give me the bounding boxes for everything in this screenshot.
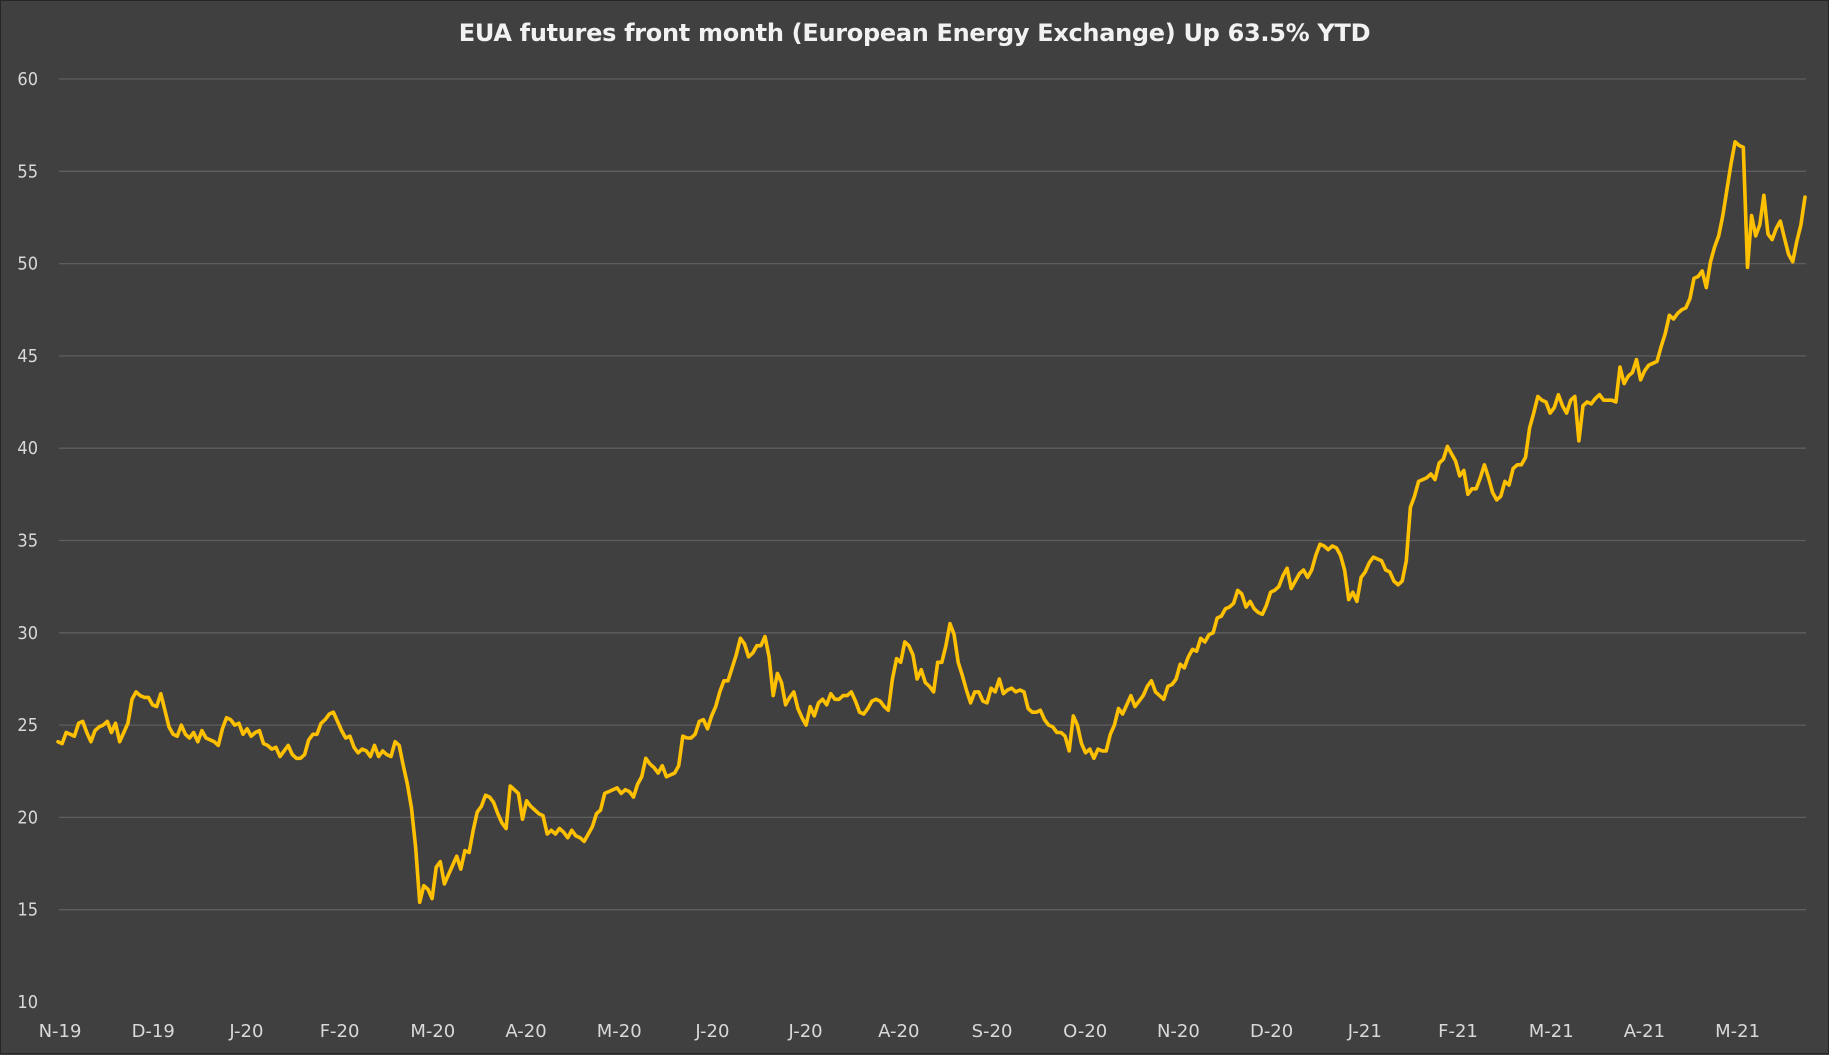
x-tick-label: J-20	[228, 1021, 263, 1042]
x-tick-label: O-20	[1063, 1021, 1107, 1042]
series-line	[56, 140, 1807, 905]
x-tick-label: J-20	[788, 1021, 823, 1042]
x-axis-ticks: N-19 D-19 J-20 F-20 M-20 A-20 M-20 J-20 J-20 A-20…	[39, 1021, 1761, 1042]
x-tick-label: A-20	[505, 1021, 546, 1042]
y-tick-label: 35	[17, 531, 38, 552]
x-tick-label: D-20	[1250, 1021, 1293, 1042]
x-tick-label: F-21	[1438, 1021, 1478, 1042]
x-tick-label: A-20	[878, 1021, 919, 1042]
y-tick-label: 30	[17, 623, 38, 644]
y-tick-label: 50	[17, 254, 38, 275]
y-axis-ticks: 10 15 20 25 30 35 40 45 50 55 60	[17, 69, 38, 1013]
x-tick-label: S-20	[972, 1021, 1013, 1042]
x-tick-label: M-20	[597, 1021, 642, 1042]
x-tick-label: F-20	[320, 1021, 360, 1042]
x-tick-label: N-20	[1157, 1021, 1200, 1042]
x-tick-label: N-19	[39, 1021, 82, 1042]
y-tick-label: 40	[17, 438, 38, 459]
chart-title: EUA futures front month (European Energy…	[458, 19, 1371, 47]
x-tick-label: J-20	[694, 1021, 729, 1042]
y-tick-label: 45	[17, 346, 38, 367]
x-tick-label: J-21	[1347, 1021, 1382, 1042]
y-tick-label: 55	[17, 161, 38, 182]
y-tick-label: 20	[17, 807, 38, 828]
x-tick-label: M-21	[1715, 1021, 1760, 1042]
y-tick-label: 15	[17, 900, 38, 921]
x-tick-label: A-21	[1624, 1021, 1665, 1042]
y-tick-label: 25	[17, 715, 38, 736]
x-tick-label: D-19	[132, 1021, 175, 1042]
gridlines	[59, 78, 1806, 911]
x-tick-label: M-20	[410, 1021, 455, 1042]
series-layer	[56, 140, 1807, 905]
y-tick-label: 60	[17, 69, 38, 90]
y-tick-label: 10	[17, 992, 38, 1013]
x-tick-label: M-21	[1529, 1021, 1574, 1042]
